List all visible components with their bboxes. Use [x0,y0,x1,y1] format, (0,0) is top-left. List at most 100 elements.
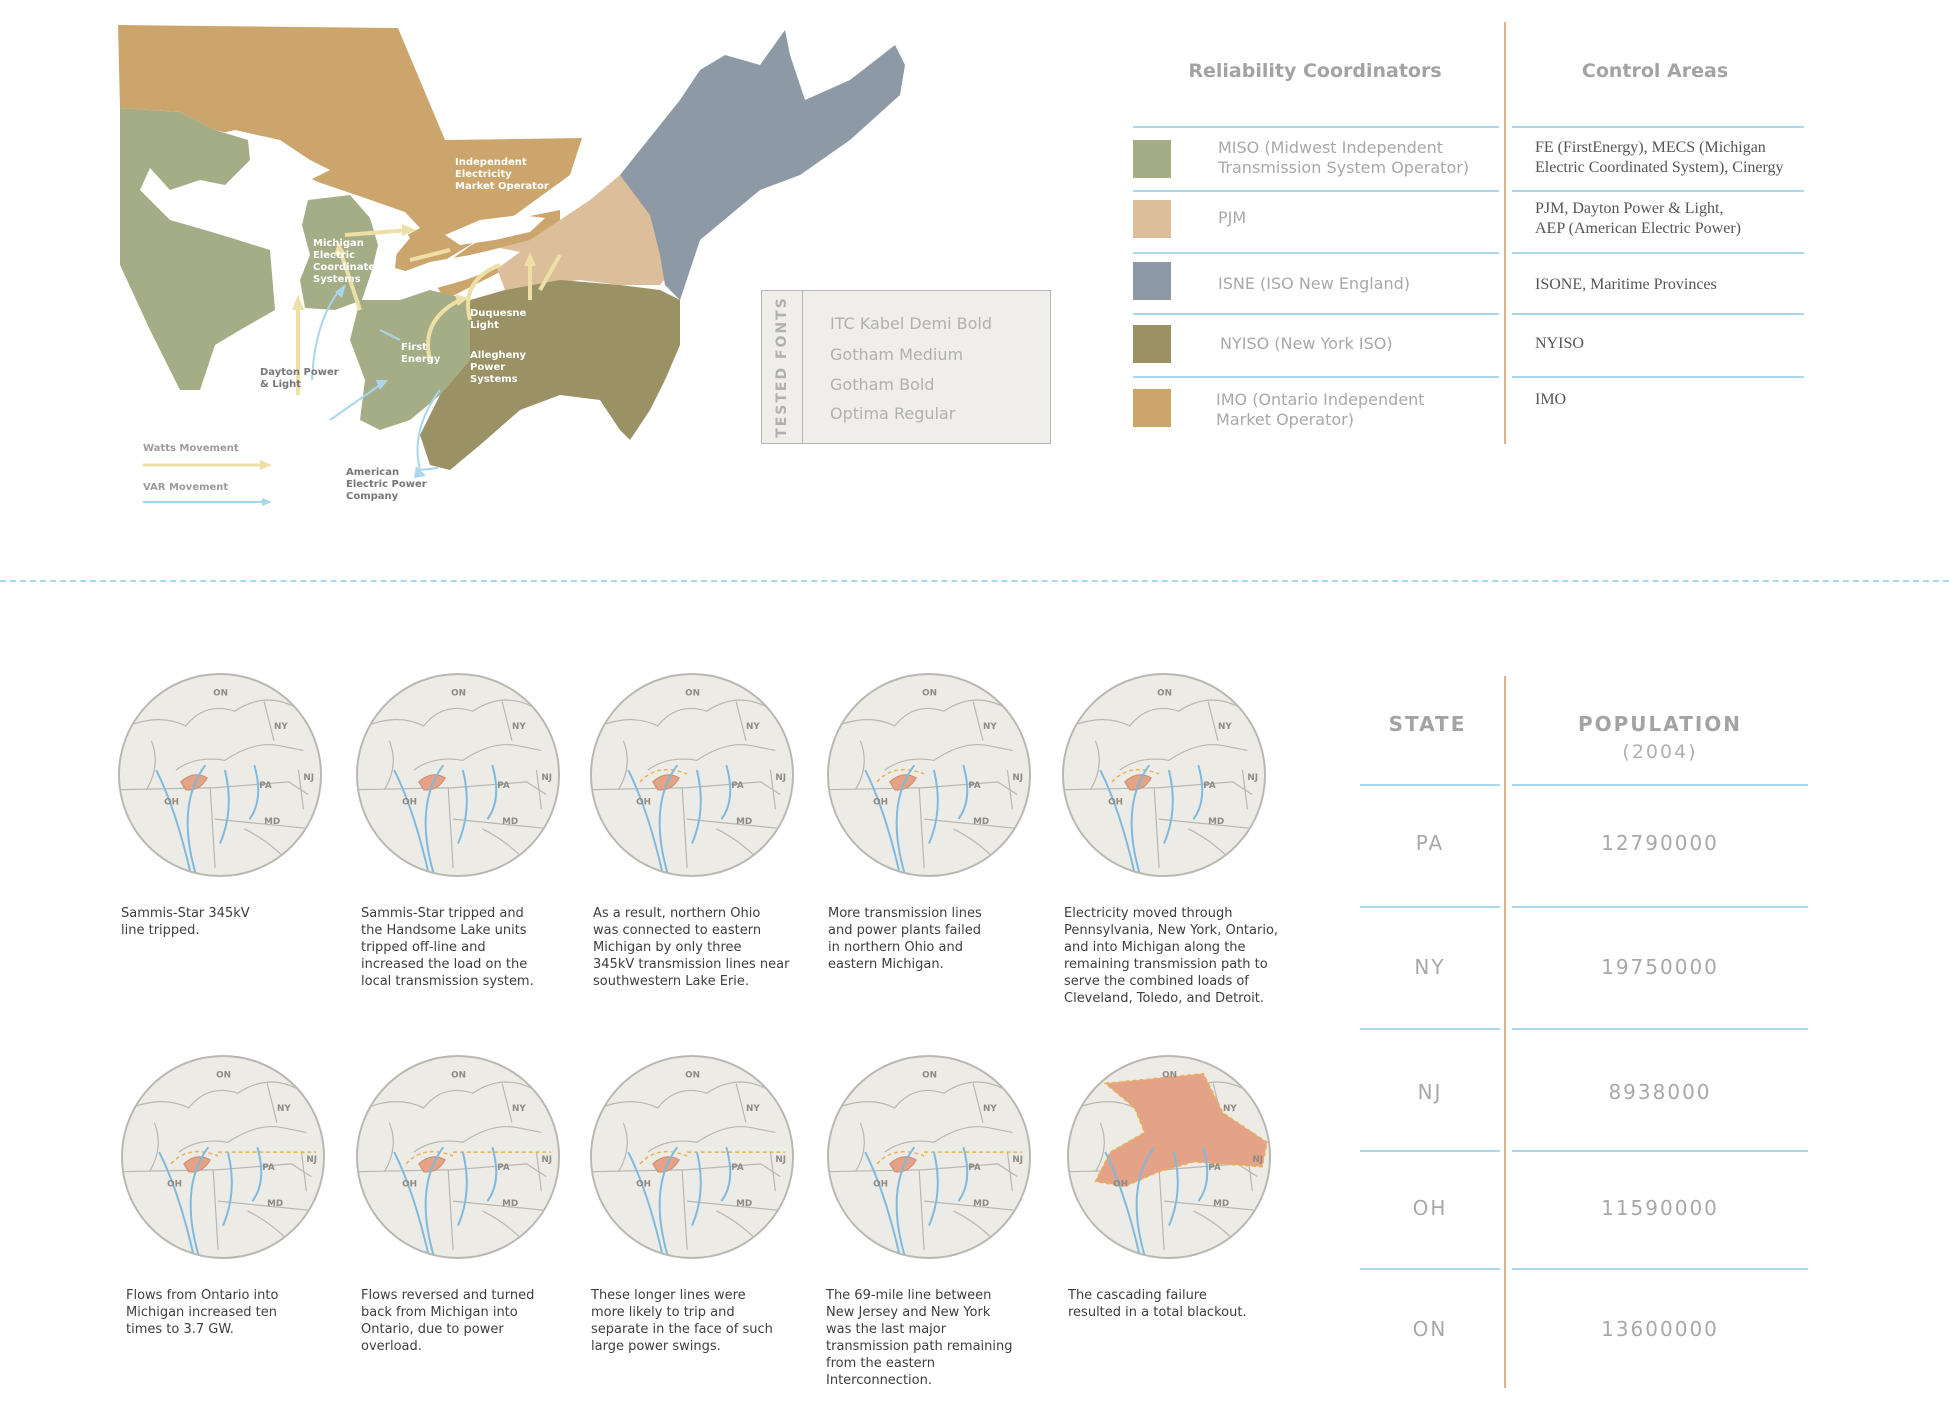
cell-state: NJ [1417,1080,1443,1104]
svg-text:NJ: NJ [303,773,314,783]
svg-text:NJ: NJ [541,773,552,783]
tested-fonts-box: TESTED FONTS ITC Kabel Demi Bold Gotham … [761,290,1051,444]
tested-fonts-tab: TESTED FONTS [762,291,803,443]
svg-text:NY: NY [512,1104,526,1114]
svg-text:PA: PA [1208,1163,1221,1173]
sequence-map-4: ON NY PA NJ OH MD [826,672,1032,878]
svg-text:PA: PA [497,1163,510,1173]
svg-text:PA: PA [497,781,510,791]
row-rule [1512,906,1808,908]
row-rule [1360,1268,1500,1270]
svg-text:MD: MD [736,817,752,827]
sequence-map-1: ON NY PA NJ OH MD [117,672,323,878]
sequence-map-6: ON NY PA NJ OH MD [120,1054,326,1260]
svg-text:NY: NY [1218,722,1232,732]
row-rule [1360,784,1500,786]
sequence-map-2: ON NY PA NJ OH MD [355,672,561,878]
row-rule [1133,126,1499,128]
watts-arrows [296,228,562,395]
cell-state: NY [1414,955,1446,979]
sequence-map-9: ON NY PA NJ OH MD [826,1054,1032,1260]
svg-text:MD: MD [973,817,989,827]
row-rule [1512,1028,1808,1030]
svg-text:MD: MD [502,1199,518,1209]
label-first-energy: First Energy [401,342,441,365]
svg-text:NY: NY [277,1104,291,1114]
svg-text:NJ: NJ [1252,1155,1263,1165]
font-item: Gotham Medium [830,345,964,364]
ca-pjm: PJM, Dayton Power & Light, AEP (American… [1535,200,1741,237]
svg-text:PA: PA [262,1163,275,1173]
cell-population: 8938000 [1608,1080,1712,1104]
label-duquesne: Duquesne Light [470,308,527,331]
svg-text:OH: OH [873,797,888,807]
svg-text:NY: NY [1223,1104,1237,1114]
region-ontario [118,25,582,275]
step-caption: Sammis-Star 345kV line tripped. [121,906,250,938]
row-rule [1512,313,1804,315]
label-dayton: Dayton Power & Light [260,367,339,390]
sequence-map-7: ON NY PA NJ OH MD [355,1054,561,1260]
svg-text:PA: PA [968,1163,981,1173]
rc-pjm: PJM [1218,208,1247,227]
swatch-imo [1133,389,1171,427]
svg-text:ON: ON [451,689,466,699]
regional-map [118,25,905,506]
watts-legend-head [260,460,272,470]
swatch-isne [1133,262,1171,300]
svg-text:ON: ON [1157,689,1172,699]
svg-text:NJ: NJ [306,1155,317,1165]
cell-population: 19750000 [1601,955,1719,979]
lake-ontario [445,215,545,245]
row-rule [1512,1268,1808,1270]
watts-arrowheads [292,224,536,310]
svg-text:ON: ON [213,689,228,699]
sequence-map-3: ON NY PA NJ OH MD [589,672,795,878]
lake-erie [395,248,520,292]
svg-text:NY: NY [512,722,526,732]
svg-text:MD: MD [267,1199,283,1209]
svg-text:PA: PA [1203,781,1216,791]
label-aep: American Electric Power Company [346,467,427,502]
ca-imo: IMO [1535,391,1567,408]
step-caption: Flows from Ontario into Michigan increas… [126,1288,279,1337]
row-rule [1512,190,1804,192]
row-rule [1133,313,1499,315]
svg-text:MD: MD [502,817,518,827]
row-rule [1512,1150,1808,1152]
svg-text:NJ: NJ [775,773,786,783]
header-reliability-coordinators: Reliability Coordinators [1188,60,1442,82]
rc-imo: IMO (Ontario Independent Market Operator… [1216,390,1425,429]
rc-miso: MISO (Midwest Independent Transmission S… [1218,138,1470,177]
var-legend-head [262,498,272,506]
svg-text:MD: MD [1208,817,1224,827]
svg-text:PA: PA [731,781,744,791]
var-arrows [311,289,441,471]
ca-miso: FE (FirstEnergy), MECS (Michigan Electri… [1535,139,1784,176]
section-divider [0,580,1949,582]
label-michigan: Michigan Electric Coordinated Systems [313,238,383,285]
svg-text:PA: PA [731,1163,744,1173]
svg-text:NJ: NJ [541,1155,552,1165]
sequence-map-10: ON NY PA NJ OH MD [1066,1054,1272,1260]
legend-var-label: VAR Movement [143,482,229,493]
rc-nyiso: NYISO (New York ISO) [1220,334,1393,353]
svg-text:ON: ON [685,689,700,699]
sequence-map-8: ON NY PA NJ OH MD [589,1054,795,1260]
svg-text:PA: PA [259,781,272,791]
rc-isne: ISNE (ISO New England) [1218,274,1411,293]
region-isne [620,30,905,300]
svg-text:OH: OH [873,1179,888,1189]
svg-text:ON: ON [216,1071,231,1081]
svg-text:OH: OH [167,1179,182,1189]
font-item: ITC Kabel Demi Bold [830,314,993,333]
label-allegheny: Allegheny Power Systems [470,350,527,385]
svg-text:MD: MD [1213,1199,1229,1209]
row-rule [1512,126,1804,128]
row-rule [1360,906,1500,908]
cell-population: 12790000 [1601,831,1719,855]
row-rule [1133,190,1499,192]
legend-watts-label: Watts Movement [143,443,239,454]
region-nyiso [420,280,680,470]
step-caption: These longer lines were more likely to t… [591,1288,773,1354]
